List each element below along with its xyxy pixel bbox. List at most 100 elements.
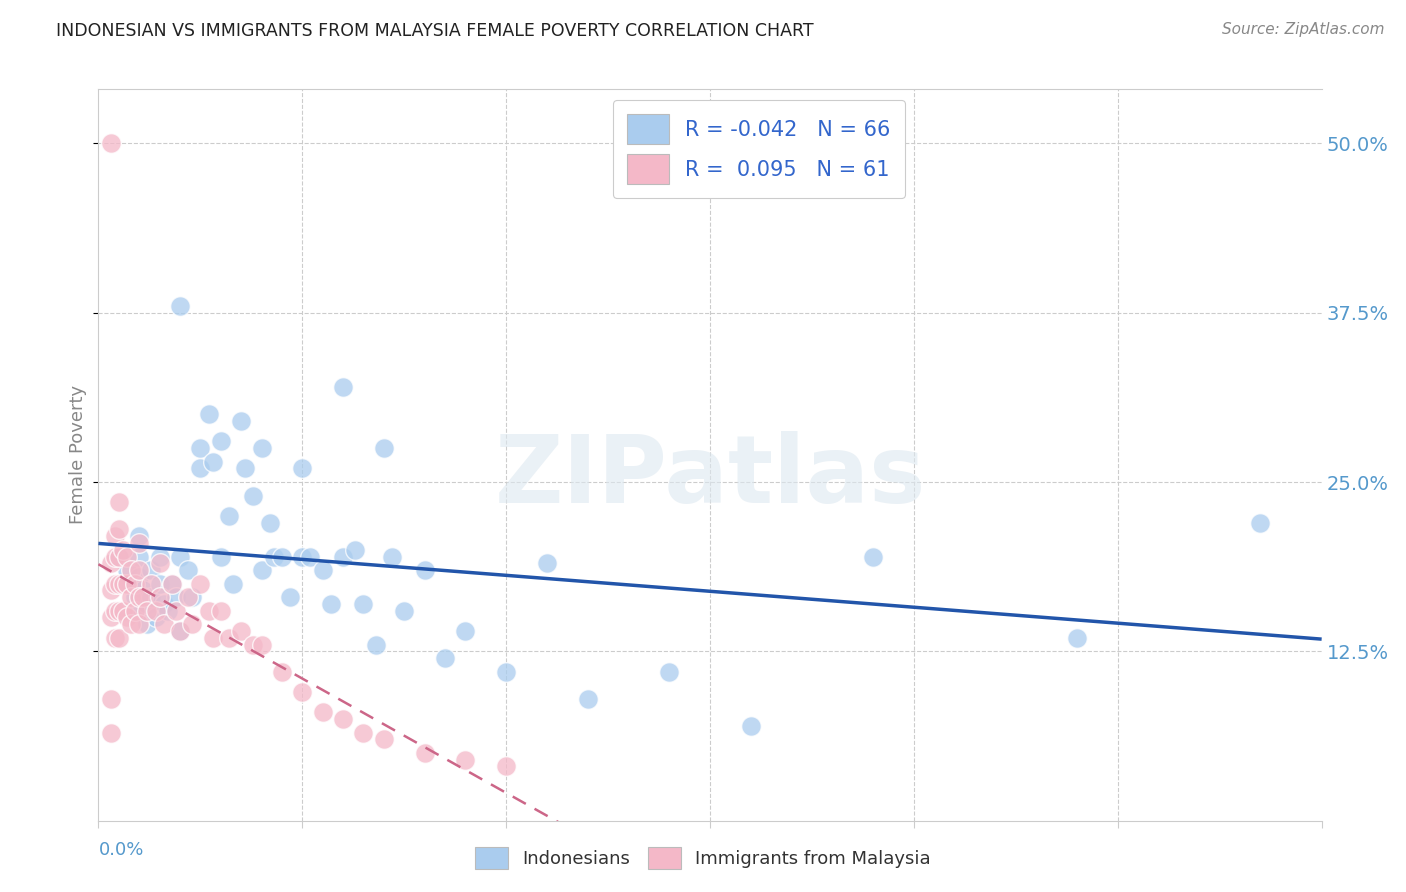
- Point: [132, 590, 155, 604]
- Point: [250, 638, 273, 652]
- Text: Source: ZipAtlas.com: Source: ZipAtlas.com: [1222, 22, 1385, 37]
- Point: [100, 583, 122, 598]
- Point: [181, 590, 204, 604]
- Point: [312, 706, 335, 720]
- Point: [576, 691, 599, 706]
- Point: [250, 563, 273, 577]
- Text: ZIPatlas: ZIPatlas: [495, 431, 925, 523]
- Point: [152, 597, 174, 611]
- Point: [188, 576, 212, 591]
- Point: [104, 529, 127, 543]
- Point: [141, 590, 163, 604]
- Point: [128, 617, 150, 632]
- Point: [373, 732, 395, 747]
- Point: [454, 624, 477, 638]
- Point: [233, 461, 256, 475]
- Point: [218, 508, 240, 523]
- Point: [299, 549, 322, 564]
- Point: [495, 759, 517, 773]
- Point: [209, 604, 232, 618]
- Point: [128, 563, 150, 577]
- Point: [291, 685, 314, 699]
- Point: [124, 576, 146, 591]
- Point: [270, 549, 294, 564]
- Point: [108, 495, 131, 509]
- Point: [188, 441, 212, 455]
- Point: [177, 563, 200, 577]
- Point: [100, 556, 122, 570]
- Point: [231, 414, 253, 428]
- Point: [197, 604, 219, 618]
- Point: [169, 624, 191, 638]
- Point: [145, 610, 167, 624]
- Point: [169, 624, 191, 638]
- Point: [392, 604, 416, 618]
- Point: [152, 617, 174, 632]
- Point: [259, 516, 281, 530]
- Point: [128, 604, 150, 618]
- Point: [413, 563, 436, 577]
- Point: [352, 725, 374, 739]
- Point: [352, 597, 374, 611]
- Point: [120, 576, 142, 591]
- Point: [120, 590, 142, 604]
- Point: [160, 576, 183, 591]
- Point: [108, 549, 131, 564]
- Point: [100, 136, 122, 151]
- Point: [201, 631, 224, 645]
- Point: [128, 536, 150, 550]
- Point: [242, 489, 264, 503]
- Point: [413, 746, 436, 760]
- Point: [128, 529, 150, 543]
- Point: [160, 576, 183, 591]
- Point: [1249, 516, 1271, 530]
- Point: [124, 590, 146, 604]
- Point: [862, 549, 884, 564]
- Point: [169, 299, 191, 313]
- Point: [132, 583, 155, 598]
- Point: [209, 549, 232, 564]
- Point: [104, 631, 127, 645]
- Point: [291, 461, 314, 475]
- Text: 0.0%: 0.0%: [98, 841, 143, 859]
- Point: [149, 556, 172, 570]
- Point: [115, 549, 138, 564]
- Point: [108, 604, 131, 618]
- Point: [108, 576, 131, 591]
- Point: [250, 441, 273, 455]
- Point: [201, 455, 224, 469]
- Point: [658, 665, 681, 679]
- Point: [128, 590, 150, 604]
- Point: [454, 753, 477, 767]
- Point: [124, 604, 146, 618]
- Point: [149, 590, 172, 604]
- Point: [141, 576, 163, 591]
- Point: [381, 549, 404, 564]
- Point: [156, 604, 179, 618]
- Point: [100, 691, 122, 706]
- Point: [141, 563, 163, 577]
- Point: [104, 549, 127, 564]
- Point: [222, 576, 245, 591]
- Point: [364, 638, 387, 652]
- Point: [177, 590, 200, 604]
- Point: [319, 597, 342, 611]
- Point: [242, 638, 264, 652]
- Point: [100, 610, 122, 624]
- Point: [270, 665, 294, 679]
- Point: [149, 576, 172, 591]
- Point: [344, 542, 367, 557]
- Point: [165, 604, 187, 618]
- Point: [111, 604, 134, 618]
- Point: [136, 604, 159, 618]
- Point: [312, 563, 335, 577]
- Point: [115, 563, 138, 577]
- Point: [495, 665, 517, 679]
- Point: [111, 542, 134, 557]
- Point: [188, 461, 212, 475]
- Point: [108, 523, 131, 537]
- Point: [1066, 631, 1088, 645]
- Point: [536, 556, 558, 570]
- Point: [136, 617, 159, 632]
- Point: [197, 407, 219, 421]
